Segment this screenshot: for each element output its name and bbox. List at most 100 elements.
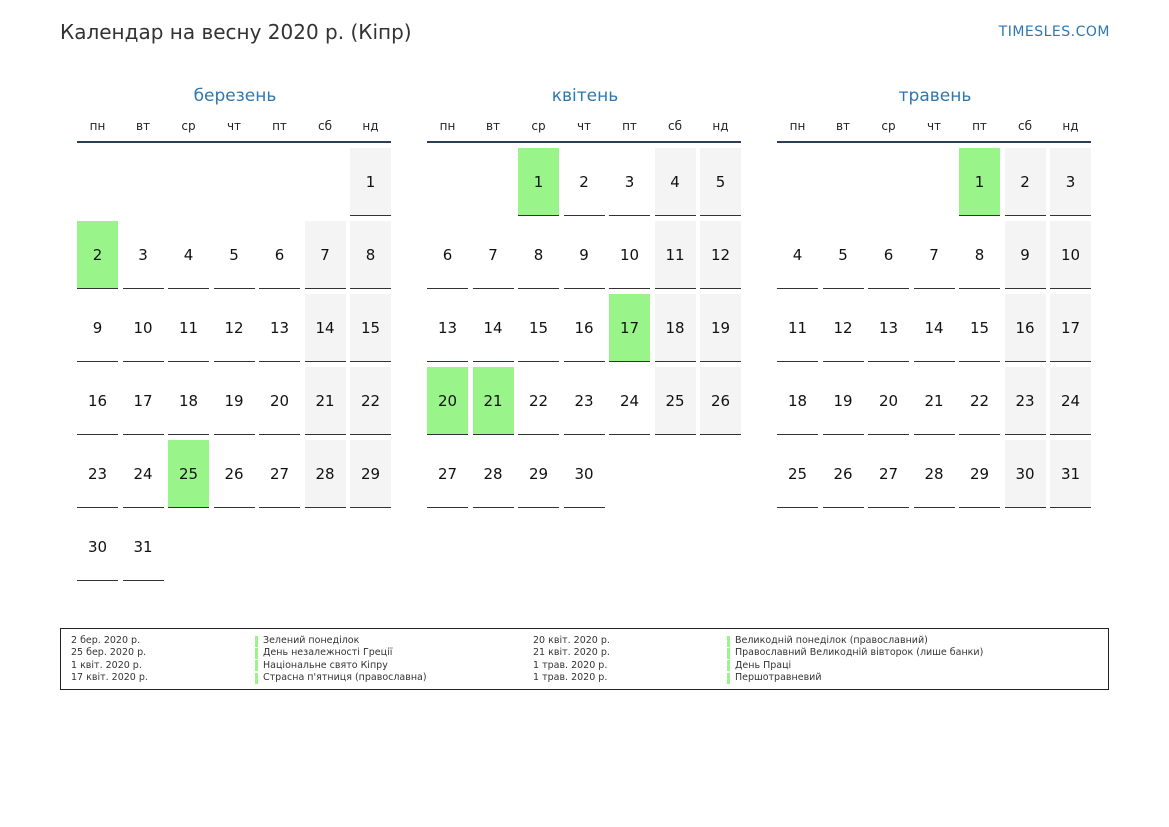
- day-cell[interactable]: 4: [654, 148, 696, 216]
- day-cell[interactable]: 7: [304, 221, 346, 289]
- day-cell[interactable]: 6: [427, 221, 468, 289]
- day-cell[interactable]: 23: [563, 367, 605, 435]
- day-cell[interactable]: 31: [122, 513, 164, 581]
- day-cell[interactable]: 21: [472, 367, 514, 435]
- day-cell[interactable]: 3: [122, 221, 164, 289]
- day-cell[interactable]: 4: [168, 221, 209, 289]
- day-cell[interactable]: 30: [77, 513, 118, 581]
- day-cell[interactable]: 17: [609, 294, 650, 362]
- weekday-label: вт: [135, 119, 151, 133]
- day-cell[interactable]: 21: [913, 367, 955, 435]
- day-cell[interactable]: 1: [959, 148, 1000, 216]
- day-cell[interactable]: 20: [259, 367, 300, 435]
- day-cell[interactable]: 30: [563, 440, 605, 508]
- day-cell[interactable]: 18: [168, 367, 209, 435]
- day-cell[interactable]: 23: [77, 440, 118, 508]
- day-cell[interactable]: 16: [1004, 294, 1046, 362]
- day-cell[interactable]: 17: [1050, 294, 1091, 362]
- day-cell[interactable]: 27: [259, 440, 300, 508]
- day-cell[interactable]: 3: [609, 148, 650, 216]
- day-cell[interactable]: 15: [959, 294, 1000, 362]
- day-cell[interactable]: 25: [777, 440, 818, 508]
- legend-color-marker: [727, 672, 730, 684]
- day-cell[interactable]: 5: [700, 148, 741, 216]
- day-cell[interactable]: 7: [472, 221, 514, 289]
- holiday-legend: 2 бер. 2020 р. Зелений понеділок 25 бер. 2…: [60, 628, 1109, 690]
- day-cell[interactable]: 26: [822, 440, 864, 508]
- day-cell[interactable]: 19: [822, 367, 864, 435]
- day-cell[interactable]: 18: [654, 294, 696, 362]
- day-cell[interactable]: 24: [609, 367, 650, 435]
- day-cell[interactable]: 6: [868, 221, 909, 289]
- day-cell[interactable]: 5: [822, 221, 864, 289]
- day-cell[interactable]: 27: [868, 440, 909, 508]
- day-cell[interactable]: 10: [1050, 221, 1091, 289]
- day-cell[interactable]: 22: [959, 367, 1000, 435]
- day-cell[interactable]: 28: [472, 440, 514, 508]
- day-cell[interactable]: 12: [700, 221, 741, 289]
- day-cell[interactable]: 13: [259, 294, 300, 362]
- day-cell[interactable]: 27: [427, 440, 468, 508]
- legend-date: 1 квіт. 2020 р.: [71, 659, 142, 671]
- day-cell[interactable]: 28: [913, 440, 955, 508]
- day-cell[interactable]: 31: [1050, 440, 1091, 508]
- day-cell[interactable]: 29: [518, 440, 559, 508]
- day-cell[interactable]: 26: [700, 367, 741, 435]
- day-cell[interactable]: 14: [304, 294, 346, 362]
- day-cell[interactable]: 1: [518, 148, 559, 216]
- day-cell[interactable]: 4: [777, 221, 818, 289]
- day-cell[interactable]: 23: [1004, 367, 1046, 435]
- day-cell[interactable]: 26: [213, 440, 255, 508]
- day-cell[interactable]: 16: [563, 294, 605, 362]
- day-cell[interactable]: 2: [563, 148, 605, 216]
- day-cell[interactable]: 3: [1050, 148, 1091, 216]
- day-cell[interactable]: 9: [563, 221, 605, 289]
- day-cell[interactable]: 16: [77, 367, 118, 435]
- day-cell[interactable]: 18: [777, 367, 818, 435]
- day-cell[interactable]: 15: [518, 294, 559, 362]
- day-cell[interactable]: 1: [350, 148, 391, 216]
- day-cell[interactable]: 10: [609, 221, 650, 289]
- day-cell[interactable]: 20: [427, 367, 468, 435]
- day-cell[interactable]: 19: [213, 367, 255, 435]
- day-cell[interactable]: 19: [700, 294, 741, 362]
- day-cell[interactable]: 5: [213, 221, 255, 289]
- day-cell[interactable]: 13: [427, 294, 468, 362]
- day-cell[interactable]: 11: [168, 294, 209, 362]
- month-2: квітень пн вт ср чт пт сб нд 1 2 3 4 5 6 7 8 9 10 11 12 13 14…: [427, 84, 743, 508]
- day-cell[interactable]: 28: [304, 440, 346, 508]
- day-cell[interactable]: 17: [122, 367, 164, 435]
- day-cell[interactable]: 10: [122, 294, 164, 362]
- day-cell[interactable]: 29: [350, 440, 391, 508]
- day-cell[interactable]: 14: [913, 294, 955, 362]
- day-cell[interactable]: 22: [518, 367, 559, 435]
- day-cell[interactable]: 12: [213, 294, 255, 362]
- month-name: квітень: [551, 86, 619, 106]
- day-cell[interactable]: 29: [959, 440, 1000, 508]
- day-cell[interactable]: 13: [868, 294, 909, 362]
- day-cell[interactable]: 25: [168, 440, 209, 508]
- day-cell[interactable]: 2: [77, 221, 118, 289]
- day-cell[interactable]: 21: [304, 367, 346, 435]
- day-cell[interactable]: 30: [1004, 440, 1046, 508]
- day-cell[interactable]: 11: [654, 221, 696, 289]
- day-cell[interactable]: 24: [1050, 367, 1091, 435]
- day-cell[interactable]: 6: [259, 221, 300, 289]
- site-link[interactable]: TIMESLES.COM: [998, 24, 1110, 40]
- day-cell[interactable]: 24: [122, 440, 164, 508]
- day-cell[interactable]: 8: [518, 221, 559, 289]
- day-cell[interactable]: 9: [1004, 221, 1046, 289]
- day-cell[interactable]: 12: [822, 294, 864, 362]
- day-cell[interactable]: 2: [1004, 148, 1046, 216]
- day-cell[interactable]: 8: [350, 221, 391, 289]
- day-cell[interactable]: 9: [77, 294, 118, 362]
- weekday-label: чт: [576, 119, 592, 133]
- day-cell[interactable]: 7: [913, 221, 955, 289]
- day-cell[interactable]: 20: [868, 367, 909, 435]
- day-cell[interactable]: 11: [777, 294, 818, 362]
- day-cell[interactable]: 22: [350, 367, 391, 435]
- day-cell[interactable]: 25: [654, 367, 696, 435]
- day-cell[interactable]: 15: [350, 294, 391, 362]
- day-cell[interactable]: 14: [472, 294, 514, 362]
- day-cell[interactable]: 8: [959, 221, 1000, 289]
